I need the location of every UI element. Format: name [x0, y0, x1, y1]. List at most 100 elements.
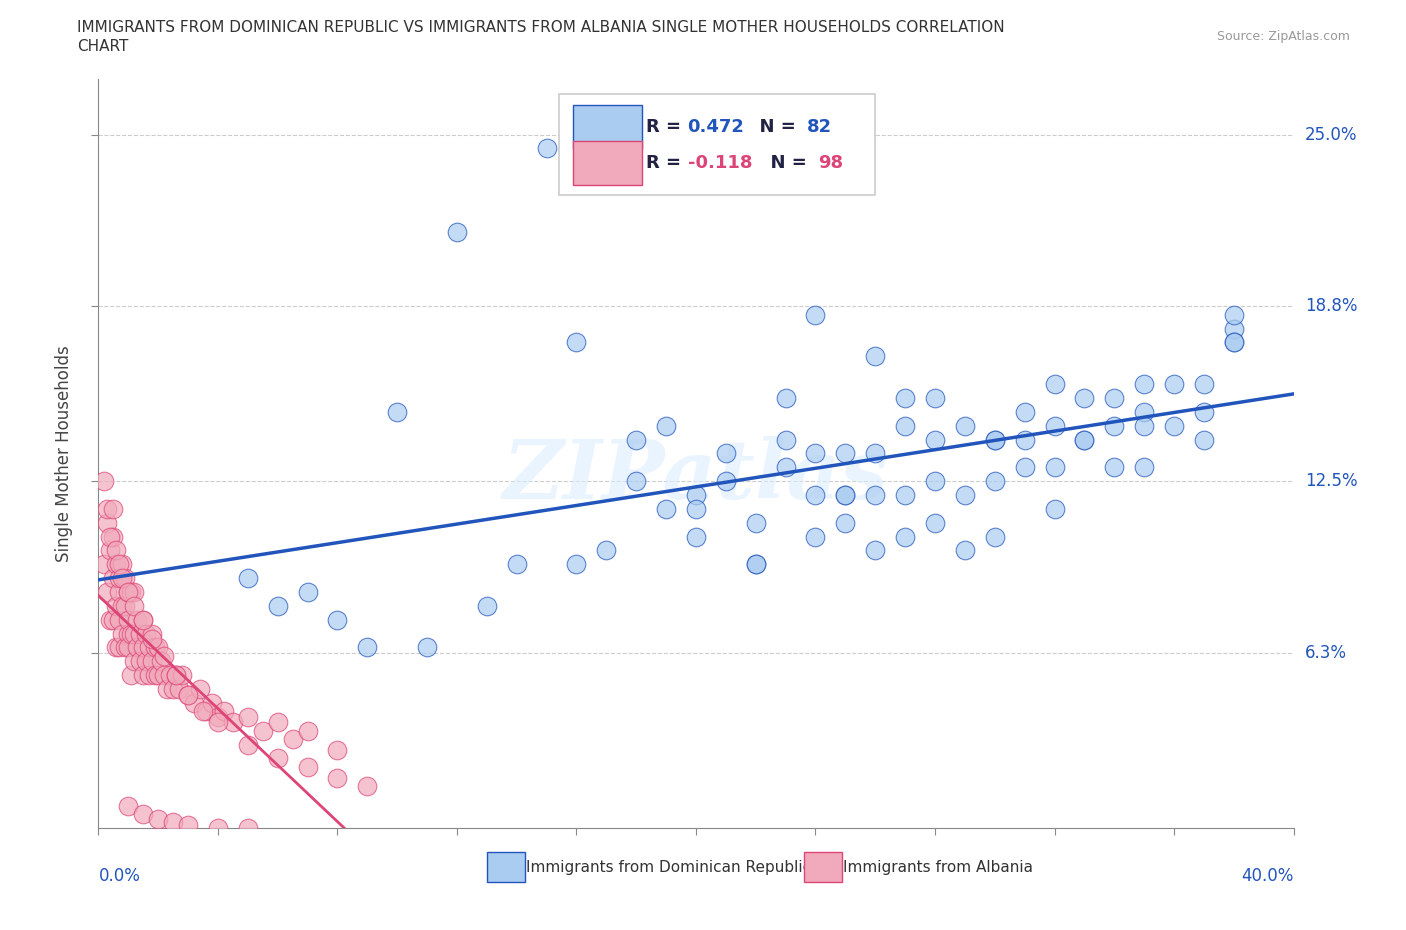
- FancyBboxPatch shape: [572, 105, 643, 149]
- Point: [165, 668, 187, 683]
- Text: Source: ZipAtlas.com: Source: ZipAtlas.com: [1216, 30, 1350, 43]
- Point: [506, 557, 529, 572]
- Point: [135, 626, 157, 641]
- Point: [207, 710, 229, 724]
- Point: [804, 487, 827, 502]
- Point: [132, 612, 155, 627]
- Text: -0.118: -0.118: [688, 153, 752, 172]
- Point: [172, 668, 194, 683]
- Point: [865, 445, 887, 460]
- Point: [108, 585, 131, 600]
- Point: [108, 571, 131, 586]
- Point: [105, 557, 128, 572]
- Point: [1133, 459, 1156, 474]
- Point: [714, 445, 737, 460]
- Point: [475, 598, 498, 613]
- Point: [117, 585, 139, 600]
- FancyBboxPatch shape: [804, 853, 842, 883]
- Point: [117, 612, 139, 627]
- Point: [111, 598, 134, 613]
- Point: [212, 704, 235, 719]
- Point: [120, 626, 142, 641]
- Point: [595, 543, 617, 558]
- Point: [297, 724, 319, 738]
- Point: [865, 349, 887, 364]
- Point: [281, 732, 304, 747]
- Point: [984, 432, 1007, 447]
- Point: [1133, 418, 1156, 433]
- Point: [143, 640, 166, 655]
- Point: [236, 571, 259, 586]
- Text: R =: R =: [645, 118, 688, 136]
- Point: [924, 432, 946, 447]
- Point: [1104, 459, 1126, 474]
- Point: [183, 696, 205, 711]
- Point: [124, 598, 146, 613]
- Point: [1014, 432, 1036, 447]
- Point: [201, 696, 224, 711]
- Point: [148, 640, 170, 655]
- Point: [1223, 335, 1246, 350]
- Point: [222, 715, 245, 730]
- Point: [138, 668, 160, 683]
- Point: [129, 654, 152, 669]
- Point: [865, 543, 887, 558]
- Point: [191, 704, 214, 719]
- Point: [894, 529, 917, 544]
- Point: [267, 751, 290, 765]
- Point: [117, 626, 139, 641]
- Point: [96, 501, 118, 516]
- Text: Immigrants from Dominican Republic: Immigrants from Dominican Republic: [526, 860, 811, 875]
- Point: [745, 515, 768, 530]
- Point: [153, 668, 176, 683]
- Point: [103, 529, 125, 544]
- Point: [1014, 405, 1036, 419]
- Point: [267, 715, 290, 730]
- Point: [745, 557, 768, 572]
- Point: [188, 682, 211, 697]
- Text: 0.472: 0.472: [688, 118, 745, 136]
- FancyBboxPatch shape: [572, 141, 643, 185]
- Point: [98, 543, 122, 558]
- Text: CHART: CHART: [77, 39, 129, 54]
- Point: [714, 473, 737, 488]
- Point: [135, 654, 157, 669]
- Point: [129, 626, 152, 641]
- Point: [117, 798, 139, 813]
- Point: [385, 405, 409, 419]
- Point: [236, 820, 259, 835]
- Point: [1043, 459, 1066, 474]
- Point: [775, 391, 797, 405]
- Point: [162, 815, 184, 830]
- Point: [834, 487, 856, 502]
- Point: [1163, 377, 1185, 392]
- Text: N =: N =: [748, 118, 803, 136]
- Point: [626, 473, 648, 488]
- Point: [127, 612, 149, 627]
- Point: [165, 668, 187, 683]
- Point: [984, 432, 1007, 447]
- Point: [124, 654, 146, 669]
- FancyBboxPatch shape: [486, 853, 524, 883]
- Point: [105, 598, 128, 613]
- Point: [775, 432, 797, 447]
- Point: [1223, 335, 1246, 350]
- Point: [565, 335, 588, 350]
- Point: [141, 654, 163, 669]
- Point: [108, 612, 131, 627]
- Point: [120, 668, 142, 683]
- Point: [834, 515, 856, 530]
- Point: [1192, 377, 1215, 392]
- Point: [132, 640, 155, 655]
- Point: [297, 759, 319, 774]
- Point: [924, 391, 946, 405]
- Point: [114, 640, 136, 655]
- Point: [93, 473, 115, 488]
- Point: [105, 640, 128, 655]
- Point: [207, 820, 229, 835]
- Point: [953, 543, 976, 558]
- Point: [1133, 377, 1156, 392]
- Point: [105, 543, 128, 558]
- Text: 12.5%: 12.5%: [1305, 472, 1357, 490]
- Point: [207, 715, 229, 730]
